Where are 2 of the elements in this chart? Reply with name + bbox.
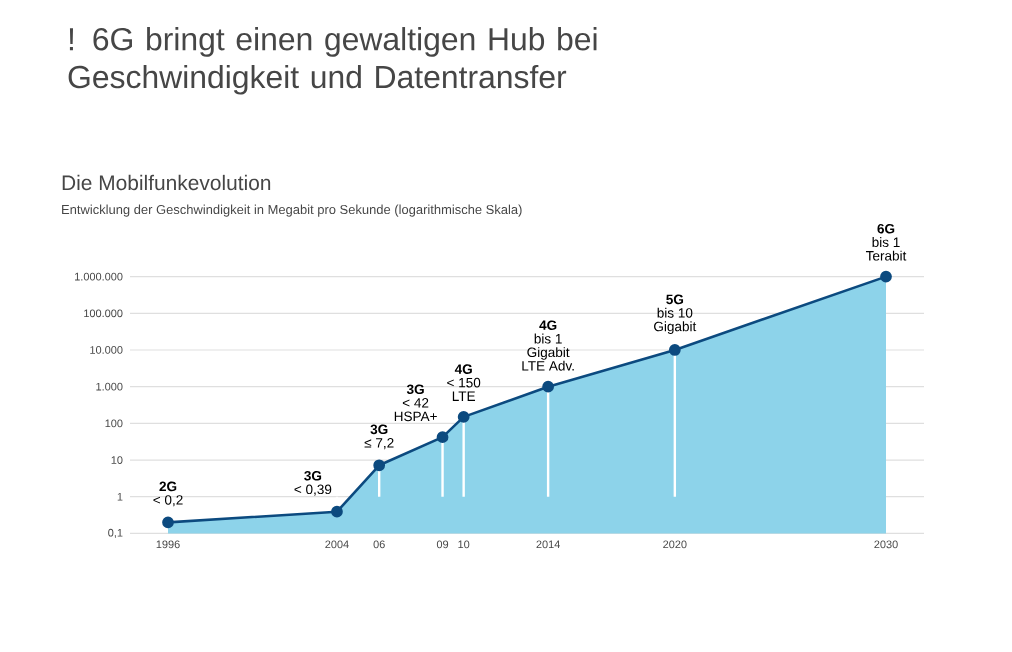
chart-subtitle: Die Mobilfunkevolution xyxy=(62,174,271,191)
chart-title: ! 6G bringt einen gewaltigen Hub bei Geschwindigkeit und Datentransfer xyxy=(68,27,597,95)
